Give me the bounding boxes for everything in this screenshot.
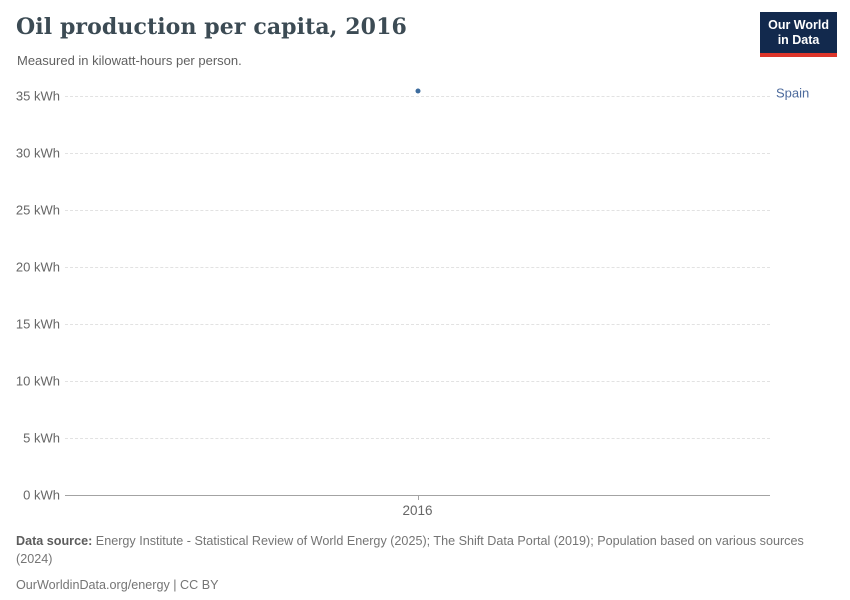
owid-logo-line1: Our World: [768, 18, 829, 32]
entity-label-spain[interactable]: Spain: [776, 85, 810, 101]
owid-logo: Our World in Data: [760, 12, 837, 57]
data-source-line: Data source: Energy Institute - Statisti…: [16, 533, 830, 569]
x-axis-tick-label: 2016: [402, 503, 433, 518]
y-axis-tick-label: 0 kWh: [23, 487, 60, 503]
x-axis-tick: [417, 495, 419, 500]
page-title: Oil production per capita, 2016: [16, 14, 407, 40]
data-source-text: Energy Institute - Statistical Review of…: [16, 534, 804, 566]
y-axis-tick-label: 10 kWh: [15, 373, 60, 389]
gridline: [65, 210, 770, 211]
y-axis-tick-label: 35 kWh: [15, 88, 60, 104]
y-axis-tick-label: 5 kWh: [23, 430, 60, 446]
attribution-line: OurWorldinData.org/energy | CC BY: [16, 577, 219, 592]
y-axis-tick-label: 15 kWh: [15, 316, 60, 332]
gridline: [65, 96, 770, 97]
gridline: [65, 267, 770, 268]
gridline: [65, 153, 770, 154]
y-axis-tick-label: 30 kWh: [15, 145, 60, 161]
gridline: [65, 381, 770, 382]
data-source-label: Data source:: [16, 534, 93, 548]
data-point-spain[interactable]: [415, 88, 420, 94]
gridline: [65, 324, 770, 325]
chart-subtitle: Measured in kilowatt-hours per person.: [17, 53, 242, 68]
y-axis-tick-label: 25 kWh: [15, 202, 60, 218]
gridline: [65, 438, 770, 439]
chart-footer: Data source: Energy Institute - Statisti…: [16, 533, 830, 592]
x-axis-line: [65, 495, 770, 496]
owid-logo-line2: in Data: [777, 32, 820, 47]
y-axis-tick-label: 20 kWh: [15, 259, 60, 275]
